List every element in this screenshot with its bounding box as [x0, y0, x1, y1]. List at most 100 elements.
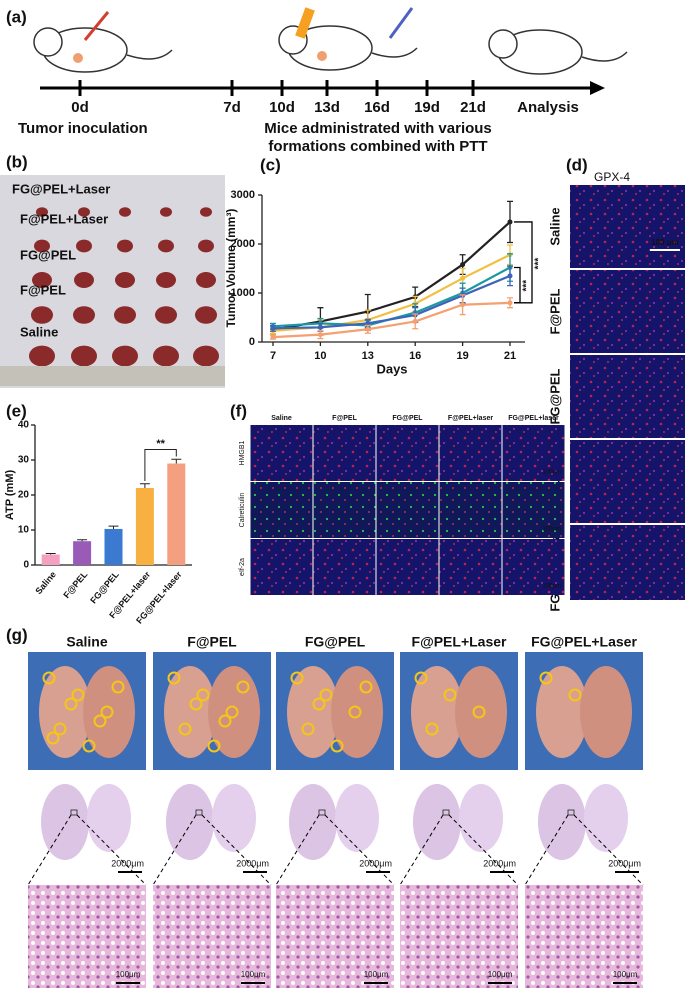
zoom-guide	[152, 814, 272, 886]
histology-section	[87, 784, 131, 852]
fluorescence-image	[570, 185, 685, 268]
x-axis-title: Days	[376, 361, 407, 376]
fluorescence-image	[439, 539, 502, 595]
y-tick-label: 1000	[231, 287, 255, 299]
column-label: F@PEL	[187, 634, 237, 650]
x-tick-label: 19	[456, 350, 468, 362]
y-tick-label: 20	[18, 490, 30, 501]
x-tick-label: 16	[409, 350, 421, 362]
tumor	[76, 239, 92, 253]
tumor	[160, 207, 172, 217]
panel-title: GPX-4	[594, 170, 630, 184]
zoom-box	[70, 809, 78, 816]
fluorescence-image	[439, 425, 502, 481]
y-tick-label: 10	[18, 525, 30, 536]
point	[507, 300, 513, 306]
histology-zoom	[28, 885, 146, 988]
fluorescence-image	[250, 482, 313, 538]
panel-label: (f)	[230, 401, 247, 420]
fluorescence-image	[376, 482, 439, 538]
metastasis-marker	[312, 697, 326, 711]
x-tick-label: 7	[270, 350, 276, 362]
metastasis-marker	[225, 705, 239, 719]
column-label: FG@PEL	[305, 634, 366, 650]
timeline-day: 13d	[314, 99, 340, 116]
column-label: Saline	[66, 634, 107, 650]
metastasis-marker	[196, 688, 210, 702]
point	[460, 262, 466, 268]
error-bar	[45, 552, 56, 555]
metastasis-marker	[425, 722, 439, 736]
histology-section	[41, 784, 89, 860]
fluorescence-image	[502, 539, 565, 595]
metastasis-marker	[218, 714, 232, 728]
fluorescence-image	[250, 539, 313, 595]
fluorescence-image	[376, 425, 439, 481]
timeline-day: 19d	[414, 99, 440, 116]
histology-section	[538, 784, 586, 860]
tumor	[153, 345, 179, 367]
point	[270, 325, 276, 331]
tumor	[117, 239, 133, 253]
column-label: F@PEL	[332, 415, 357, 422]
metastasis-marker	[100, 705, 114, 719]
significance-label: ***	[522, 280, 533, 292]
tumor	[195, 306, 217, 324]
y-tick-label: 3000	[231, 189, 255, 201]
point	[270, 334, 276, 340]
column-label: F@PEL+laser	[448, 415, 493, 422]
scale-bar-label: 100μm	[488, 970, 513, 979]
timeline-arrow	[590, 81, 605, 95]
x-tick-label: Saline	[33, 569, 58, 596]
histology-section	[584, 784, 628, 852]
scale-bar-label: 2000μm	[359, 858, 392, 868]
row-label: Calreticulin	[239, 493, 246, 528]
scale-bar-label: 2000μm	[111, 858, 144, 868]
scale-bar-label: 100μm	[241, 970, 266, 979]
row-label: F@PEL	[547, 288, 562, 334]
group-label: Saline	[20, 324, 58, 339]
line-series	[272, 301, 511, 339]
bar	[41, 554, 60, 565]
timeline-treatment-label: formations combined with PTT	[268, 138, 487, 155]
zoom-guide	[27, 814, 147, 886]
significance-label: **	[156, 438, 165, 450]
fluorescence-image	[313, 539, 376, 595]
tumor	[200, 207, 212, 217]
scale-bar-label: 100μm	[116, 970, 141, 979]
column-label: F@PEL+Laser	[412, 634, 508, 650]
row-label: eIf-2a	[239, 558, 246, 576]
scale-bar-label: 100μm	[364, 970, 389, 979]
point	[460, 302, 466, 308]
metastasis-marker	[111, 680, 125, 694]
histology-section	[166, 784, 214, 860]
x-tick-label: 21	[504, 350, 516, 362]
metastasis-marker	[319, 688, 333, 702]
error-bar	[108, 525, 119, 529]
fluorescence-image	[570, 525, 685, 600]
scale-bar-label: 2000μm	[236, 858, 269, 868]
line-series	[272, 266, 511, 328]
tumor	[114, 306, 136, 324]
zoom-guide	[399, 814, 519, 886]
point	[507, 273, 513, 279]
lung-lobe	[580, 666, 632, 758]
point	[317, 332, 323, 338]
histology-section	[289, 784, 337, 860]
fluorescence-image	[313, 482, 376, 538]
metastasis-marker	[207, 739, 221, 753]
timeline-day: 21d	[460, 99, 486, 116]
scale-bar-label: 2000μm	[483, 858, 516, 868]
histology-zoom	[525, 885, 643, 988]
tumor	[158, 239, 174, 253]
point	[365, 320, 371, 326]
point	[460, 275, 466, 281]
timeline-day: Analysis	[517, 99, 579, 116]
timeline-start-label: Tumor inoculation	[18, 120, 148, 137]
tumor	[29, 345, 55, 367]
fluorescence-image	[570, 355, 685, 438]
point	[412, 318, 418, 324]
metastasis-marker	[290, 671, 304, 685]
panel-label: (a)	[6, 7, 27, 26]
error-bar	[139, 483, 150, 488]
